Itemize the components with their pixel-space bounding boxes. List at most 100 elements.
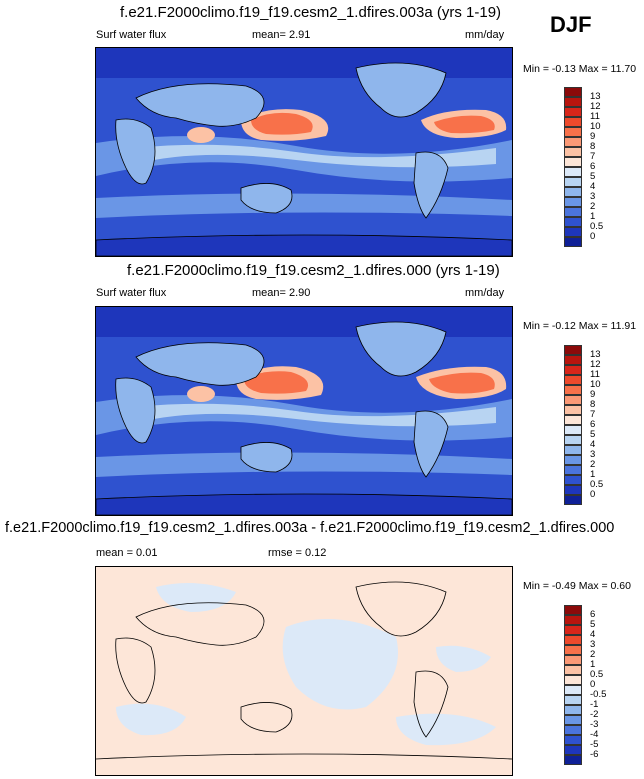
colorbar-tick-label: 12	[590, 359, 601, 370]
colorbar-swatch	[564, 157, 582, 167]
eurasia-landmass	[135, 342, 265, 386]
colorbar-tick-label: -4	[590, 729, 599, 740]
antarctica-landmass	[96, 493, 512, 515]
colorbar-tick-label: 0.5	[590, 479, 604, 490]
colorbar-swatch	[564, 485, 582, 495]
colorbar-tick-label: 6	[590, 609, 596, 620]
colorbar-swatch	[564, 745, 582, 755]
colorbar-tick-label: 6	[590, 419, 596, 430]
africa-landmass	[115, 118, 156, 185]
colorbar-swatch	[564, 705, 582, 715]
colorbar-swatch	[564, 635, 582, 645]
colorbar-tick-label: 5	[590, 171, 596, 182]
gulf-stream-core	[434, 115, 495, 134]
colorbar-swatch	[564, 97, 582, 107]
tropical-band-inner	[136, 144, 496, 168]
colorbar-tick-label: 0	[590, 679, 596, 690]
colorbar-tick-label: -0.5	[590, 689, 607, 700]
colorbar-tick-label: 10	[590, 379, 601, 390]
colorbar-swatch	[564, 455, 582, 465]
colorbar-tick-label: 1	[590, 211, 596, 222]
colorbar-tick-label: 9	[590, 131, 596, 142]
panel-2-map	[95, 306, 513, 516]
panel-1-units-label: mm/day	[465, 29, 505, 41]
panel-2-minmax-label: Min = -0.12 Max = 11.91	[523, 320, 637, 332]
colorbar-tick-label: 0	[590, 489, 596, 500]
colorbar-tick-label: 12	[590, 101, 601, 112]
panel-1-colorbar: 13 12 11 10 9 8 7 6 5 4 3 2 1 0.5 0	[564, 87, 624, 251]
colorbar-swatch	[564, 665, 582, 675]
colorbar-swatch	[564, 107, 582, 117]
arctic-band	[96, 307, 512, 337]
colorbar-swatch	[564, 695, 582, 705]
panel-3-colorbar: 6 5 4 3 2 1 0.5 0 -0.5 -1 -2 -3 -4 -5 -6	[564, 605, 624, 769]
colorbar-tick-label: -5	[590, 739, 599, 750]
panel-2-variable-label: Surf water flux	[96, 287, 167, 299]
colorbar-tick-label: 10	[590, 121, 601, 132]
colorbar-swatch	[564, 365, 582, 375]
colorbar-tick-label: -2	[590, 709, 599, 720]
negative-anomaly-atlantic	[436, 645, 491, 672]
colorbar-swatch	[564, 625, 582, 635]
colorbar-swatch	[564, 197, 582, 207]
colorbar-tick-label: 1	[590, 659, 596, 670]
colorbar-tick-label: 0.5	[590, 669, 604, 680]
colorbar-swatch	[564, 207, 582, 217]
colorbar-tick-label: 8	[590, 141, 596, 152]
colorbar-swatch	[564, 435, 582, 445]
tropical-band-inner	[136, 403, 496, 427]
colorbar-swatch	[564, 755, 582, 765]
colorbar-swatch	[564, 425, 582, 435]
colorbar-tick-label: 4	[590, 181, 596, 192]
colorbar-tick-label: 7	[590, 409, 596, 420]
colorbar-swatch	[564, 187, 582, 197]
colorbar-tick-label: 5	[590, 619, 596, 630]
colorbar-swatch	[564, 415, 582, 425]
colorbar-tick-label: 13	[590, 91, 601, 102]
colorbar-tick-label: 3	[590, 191, 596, 202]
colorbar-tick-label: 7	[590, 151, 596, 162]
antarctica-landmass	[96, 234, 512, 256]
north-america-landmass	[355, 62, 447, 118]
southern-storm-track	[96, 452, 512, 477]
panel-1-minmax-label: Min = -0.13 Max = 11.70	[523, 63, 637, 75]
colorbar-tick-label: 4	[590, 629, 596, 640]
panel-1-title: f.e21.F2000climo.f19_f19.cesm2_1.dfires.…	[120, 4, 502, 21]
bay-warm-spot	[187, 386, 215, 402]
panel-2-units-label: mm/day	[465, 287, 505, 299]
colorbar-swatch	[564, 645, 582, 655]
colorbar-tick-label: 2	[590, 649, 596, 660]
colorbar-swatch	[564, 227, 582, 237]
colorbar-swatch	[564, 615, 582, 625]
colorbar-swatch	[564, 735, 582, 745]
south-america-landmass	[413, 410, 449, 478]
colorbar-tick-label: 0.5	[590, 221, 604, 232]
season-label: DJF	[550, 12, 592, 37]
panel-3-minmax-label: Min = -0.49 Max = 0.60	[523, 580, 631, 592]
colorbar-tick-label: 5	[590, 429, 596, 440]
colorbar-swatch	[564, 217, 582, 227]
colorbar-tick-label: 3	[590, 639, 596, 650]
south-america-landmass	[413, 151, 449, 219]
colorbar-swatch	[564, 237, 582, 247]
colorbar-swatch	[564, 475, 582, 485]
north-america-landmass	[355, 321, 447, 377]
colorbar-tick-label: 4	[590, 439, 596, 450]
australia-outline	[240, 702, 293, 733]
colorbar-swatch	[564, 395, 582, 405]
north-america-outline	[355, 581, 447, 637]
colorbar-swatch	[564, 465, 582, 475]
gulf-stream-core	[429, 372, 495, 394]
bay-warm-spot	[187, 127, 215, 143]
kuroshio-core	[251, 112, 313, 135]
colorbar-swatch	[564, 715, 582, 725]
africa-landmass	[115, 377, 156, 444]
antarctica-outline	[96, 753, 512, 760]
australia-landmass	[240, 442, 293, 473]
colorbar-swatch	[564, 345, 582, 355]
colorbar-swatch	[564, 375, 582, 385]
panel-1-mean-label: mean= 2.91	[252, 29, 311, 41]
colorbar-swatch	[564, 405, 582, 415]
colorbar-swatch	[564, 147, 582, 157]
colorbar-tick-label: -1	[590, 699, 599, 710]
